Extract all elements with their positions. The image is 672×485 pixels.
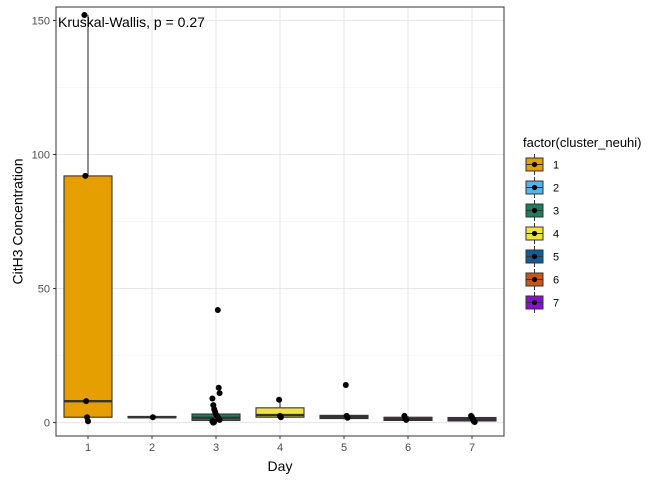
data-point xyxy=(81,12,88,19)
y-tick-label: 0 xyxy=(44,418,50,430)
data-point xyxy=(471,419,478,426)
y-axis-title: CitH3 Concentration xyxy=(10,158,26,284)
legend-key-point xyxy=(531,276,538,283)
legend-key-point xyxy=(531,161,538,168)
data-point xyxy=(211,419,218,426)
legend-key-point xyxy=(531,207,538,214)
legend: factor(cluster_neuhi) 1 2 3 4 5 6 7 xyxy=(523,135,642,313)
box-1 xyxy=(63,175,113,418)
data-point xyxy=(216,416,223,423)
legend-label: 4 xyxy=(553,229,559,241)
data-point xyxy=(277,414,284,421)
kruskal-wallis-annotation: Kruskal-Wallis, p = 0.27 xyxy=(58,14,205,30)
data-point xyxy=(403,416,410,423)
x-tick-label: 4 xyxy=(277,442,283,454)
data-point xyxy=(149,414,156,421)
data-point xyxy=(344,414,351,421)
x-axis-title: Day xyxy=(268,458,293,474)
data-point xyxy=(276,396,283,403)
data-point xyxy=(82,172,89,179)
y-tick-label: 100 xyxy=(32,149,50,161)
data-point xyxy=(85,418,91,425)
grid xyxy=(56,7,504,436)
legend-label: 1 xyxy=(553,160,559,172)
x-tick-label: 3 xyxy=(213,442,219,454)
y-tick-label: 50 xyxy=(38,284,50,296)
legend-key-point xyxy=(531,184,538,191)
x-tick-label: 2 xyxy=(149,442,155,454)
legend-label: 5 xyxy=(553,252,559,264)
data-point xyxy=(215,384,222,391)
data-point xyxy=(342,382,349,389)
legend-key-point xyxy=(531,230,538,237)
legend-label: 2 xyxy=(553,183,559,195)
points xyxy=(81,12,478,426)
legend-label: 3 xyxy=(553,206,559,218)
x-tick-label: 1 xyxy=(85,442,91,454)
legend-label: 6 xyxy=(553,275,559,287)
data-point xyxy=(83,398,90,405)
data-point xyxy=(214,306,221,313)
legend-label: 7 xyxy=(553,298,559,310)
y-tick-label: 150 xyxy=(32,15,50,27)
axes: 0 50 100 150 1 2 3 4 5 6 7 xyxy=(32,15,475,454)
legend-title: factor(cluster_neuhi) xyxy=(523,135,642,150)
data-point xyxy=(209,395,216,402)
legend-key-point xyxy=(531,253,538,260)
legend-key-point xyxy=(531,299,538,306)
data-point xyxy=(216,390,223,397)
x-tick-label: 7 xyxy=(469,442,475,454)
x-tick-label: 5 xyxy=(341,442,347,454)
x-tick-label: 6 xyxy=(405,442,411,454)
